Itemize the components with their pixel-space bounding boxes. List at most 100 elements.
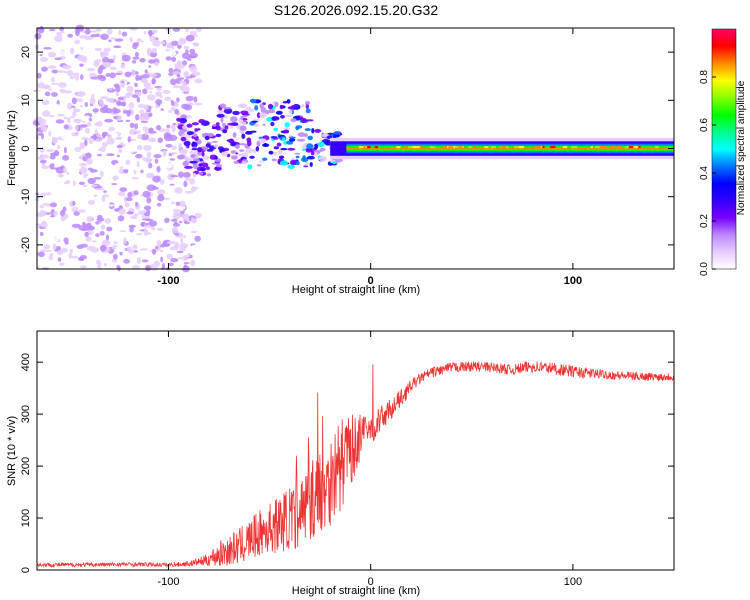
spectrogram-cell xyxy=(54,35,63,43)
spectrogram-cell xyxy=(148,91,153,94)
spectrogram-cell xyxy=(148,137,157,143)
spectrogram-cell xyxy=(99,244,107,252)
spectrogram-cell xyxy=(65,180,71,184)
spectrogram-cell xyxy=(531,146,537,149)
spectrogram-cell xyxy=(286,99,291,104)
spectrogram-cell xyxy=(164,96,172,101)
spectrogram-cell xyxy=(90,184,98,188)
spectrogram-cell xyxy=(186,206,191,214)
snr-x-tick-label: 0 xyxy=(368,576,374,588)
spectrogram-cell xyxy=(185,49,189,55)
spectrogram-y-axis-label: Frequency (Hz) xyxy=(6,110,18,186)
spectrogram-cell xyxy=(146,197,152,204)
spectrogram-cell xyxy=(56,249,64,256)
spectrogram-cell xyxy=(109,66,118,71)
spectrogram-cell xyxy=(186,131,194,136)
spectrogram-cell xyxy=(112,27,118,32)
colorbar-ticks: 0.0 0.2 0.4 0.6 0.8 xyxy=(699,70,716,276)
spectrogram-cell xyxy=(154,254,160,258)
spectrogram-cell xyxy=(490,146,496,149)
spectrogram-y-tick-label: 10 xyxy=(20,94,32,106)
spectrogram-cell xyxy=(63,146,67,154)
spectrogram-cell xyxy=(205,166,210,171)
spectrogram-cell xyxy=(177,44,182,49)
spectrogram-cell xyxy=(108,60,115,64)
spectrogram-cell xyxy=(141,259,149,263)
spectrogram-cell xyxy=(80,258,85,261)
spectrogram-cell xyxy=(37,251,45,258)
spectrogram-cell xyxy=(271,158,277,162)
spectrogram-cell xyxy=(126,211,134,215)
spectrogram-cell xyxy=(178,171,184,178)
spectrogram-cell xyxy=(41,165,50,169)
spectrogram-cell xyxy=(183,104,192,111)
spectrogram-cell xyxy=(169,183,175,186)
spectrogram-cell xyxy=(646,146,650,149)
spectrogram-cell xyxy=(161,262,166,270)
spectrogram-cell xyxy=(282,137,286,141)
spectrogram-cell xyxy=(44,91,51,97)
spectrogram-cell xyxy=(659,146,667,149)
spectrogram-cell xyxy=(143,104,149,111)
spectrogram-cell xyxy=(179,148,188,155)
spectrogram-cell xyxy=(104,108,113,114)
spectrogram-cell xyxy=(152,29,158,34)
spectrogram-cell xyxy=(176,117,182,122)
spectrogram-cell xyxy=(139,226,145,230)
spectrogram-cell xyxy=(206,132,214,138)
spectrogram-cell xyxy=(179,243,189,249)
spectrogram-cell xyxy=(141,218,151,221)
spectrogram-cell xyxy=(97,214,103,220)
spectrogram-cell xyxy=(273,146,279,150)
spectrogram-cell xyxy=(45,192,52,196)
spectrogram-cell xyxy=(230,155,238,160)
spectrogram-cell xyxy=(84,127,91,134)
spectrogram-cell xyxy=(121,31,128,37)
spectrogram-cell xyxy=(136,38,142,42)
spectrogram-cell xyxy=(153,61,159,66)
spectrogram-cell xyxy=(233,160,239,164)
spectrogram-cell xyxy=(39,56,49,63)
spectrogram-cell xyxy=(113,213,117,216)
spectrogram-cell xyxy=(171,101,175,107)
spectrogram-cell xyxy=(153,154,162,159)
spectrogram-cell xyxy=(39,232,44,236)
spectrogram-cell xyxy=(145,87,154,90)
spectrogram-cell xyxy=(239,125,247,131)
spectrogram-cell xyxy=(318,156,327,162)
spectrogram-cell xyxy=(155,99,163,105)
spectrogram-cell xyxy=(85,236,92,242)
spectrogram-cell xyxy=(79,254,87,260)
spectrogram-cell xyxy=(135,74,140,81)
spectrogram-cell xyxy=(117,102,125,106)
spectrogram-cell xyxy=(154,158,159,164)
spectrogram-cell xyxy=(49,202,58,208)
spectrogram-cell xyxy=(171,201,175,205)
spectrogram-cell xyxy=(178,143,183,149)
spectrogram-cell xyxy=(157,137,164,143)
spectrogram-cell xyxy=(189,150,194,154)
spectrogram-cell xyxy=(120,63,126,69)
spectrogram-cell xyxy=(152,175,161,183)
spectrogram-cell xyxy=(102,131,109,137)
spectrogram-cell xyxy=(123,169,129,174)
spectrogram-cell xyxy=(443,146,447,149)
spectrogram-cell xyxy=(40,192,47,197)
spectrogram-cell xyxy=(40,124,47,132)
spectrogram-cell xyxy=(235,152,239,155)
spectrogram-cell xyxy=(307,135,314,141)
spectrogram-cell xyxy=(276,142,282,147)
spectrogram-cell xyxy=(79,63,84,67)
spectrogram-cell xyxy=(134,123,139,130)
spectrogram-cell xyxy=(77,209,86,213)
spectrogram-cell xyxy=(230,150,237,154)
spectrogram-cell xyxy=(120,156,127,161)
spectrogram-cell xyxy=(91,93,95,100)
spectrogram-cell xyxy=(212,123,217,127)
spectrogram-cell xyxy=(97,154,102,157)
spectrogram-cell xyxy=(319,147,326,152)
spectrogram-cell xyxy=(182,172,191,178)
spectrogram-cell xyxy=(94,129,98,136)
spectrogram-cell xyxy=(200,167,207,172)
spectrogram-y-tick-label: 20 xyxy=(20,46,32,58)
